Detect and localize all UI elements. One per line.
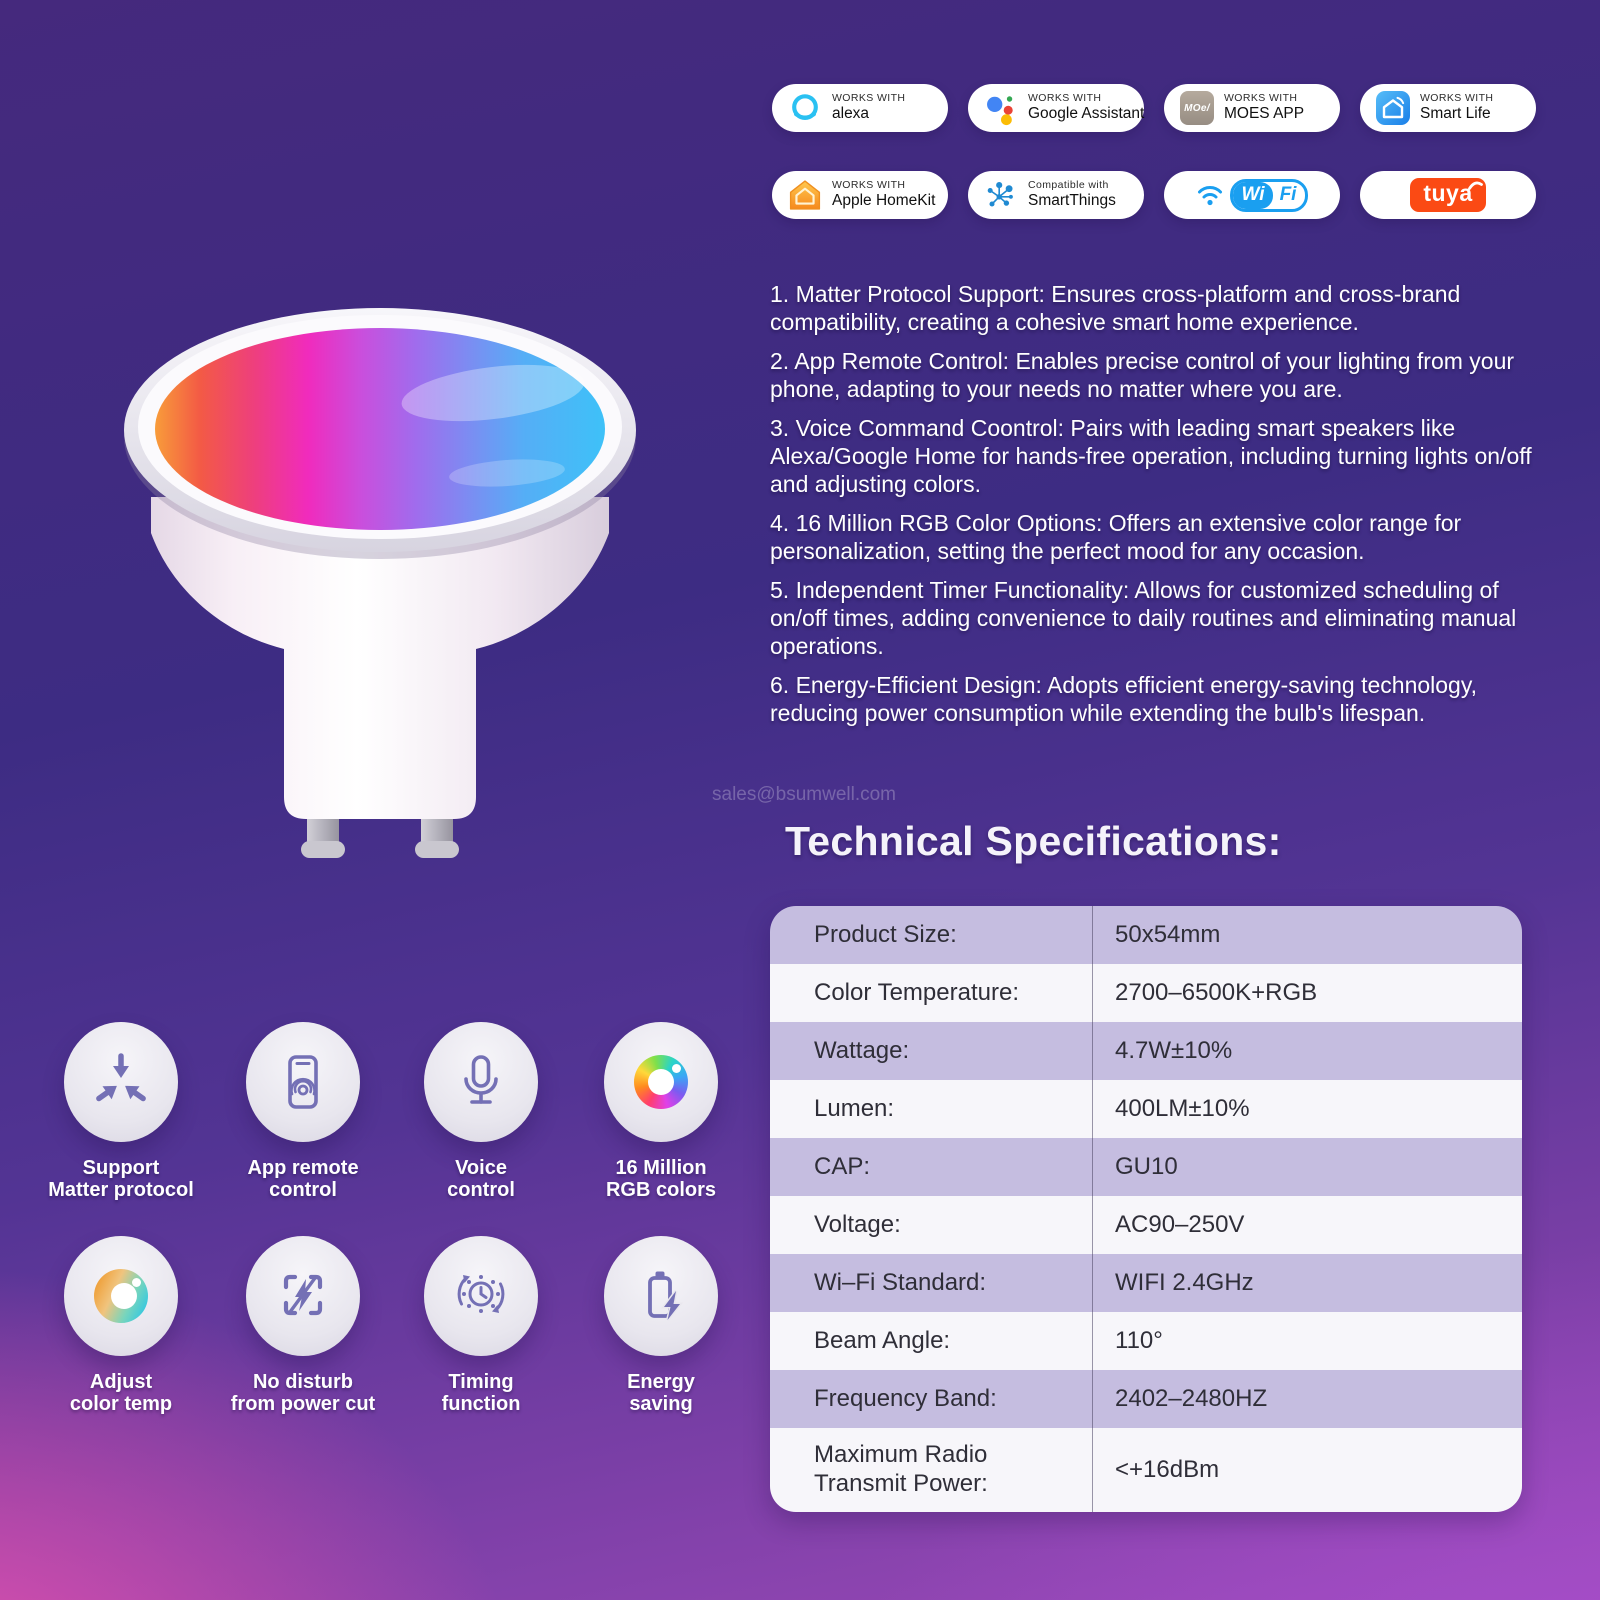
feature-timing-function: Timing function: [391, 1236, 571, 1415]
badge-wifi: Wi Fi: [1164, 171, 1340, 219]
badge-works-with-alexa: WORKS WITH alexa: [772, 84, 948, 132]
apple-homekit-icon: [787, 175, 823, 215]
spec-value: 50x54mm: [1115, 921, 1221, 948]
spec-value: AC90–250V: [1115, 1211, 1245, 1238]
feature-app-remote-control: App remote control: [213, 1022, 393, 1201]
google-assistant-icon: [983, 88, 1019, 128]
moes-app-icon: MOe/: [1179, 88, 1215, 128]
spec-value: 2700–6500K+RGB: [1115, 979, 1318, 1006]
badge-caption: WORKS WITH: [1028, 92, 1102, 105]
feature-item-5: 5. Independent Timer Functionality: Allo…: [770, 577, 1517, 659]
feature-energy-saving: Energy saving: [571, 1236, 751, 1415]
spec-label: Maximum Radio Transmit Power:: [814, 1441, 988, 1497]
wifi-signal-icon: [1197, 186, 1222, 206]
table-row: Maximum Radio Transmit Power: <+16dBm: [770, 1428, 1522, 1512]
watermark-email: sales@bsumwell.com: [712, 784, 897, 805]
battery-energy-icon: [604, 1236, 718, 1356]
spec-label: Beam Angle:: [814, 1326, 951, 1354]
spec-label: Wattage:: [814, 1036, 910, 1064]
feature-adjust-color-temp: Adjust color temp: [31, 1236, 211, 1415]
feature-list: 1. Matter Protocol Support: Ensures cros…: [770, 280, 1538, 738]
spec-label: CAP:: [814, 1152, 871, 1180]
badge-brand: SmartThings: [1028, 192, 1116, 210]
badge-works-with-smart-life: WORKS WITH Smart Life: [1360, 84, 1536, 132]
feature-item-6: 6. Energy-Efficient Design: Adopts effic…: [770, 672, 1478, 726]
feature-matter-protocol: Support Matter protocol: [31, 1022, 211, 1201]
table-row: Lumen: 400LM±10%: [770, 1080, 1522, 1138]
badge-brand: MOES APP: [1224, 105, 1305, 123]
feature-label: No disturb from power cut: [230, 1371, 376, 1415]
feature-label: Voice control: [447, 1157, 515, 1201]
badge-caption: WORKS WITH: [832, 179, 906, 192]
spec-value: <+16dBm: [1115, 1456, 1220, 1483]
spec-value: 4.7W±10%: [1115, 1037, 1233, 1064]
badge-caption: WORKS WITH: [1420, 92, 1494, 105]
feature-label: Support Matter protocol: [48, 1157, 194, 1201]
feature-item-3: 3. Voice Command Coontrol: Pairs with le…: [770, 415, 1532, 497]
smart-life-icon: [1375, 88, 1411, 128]
badge-works-with-moes-app: MOe/ WORKS WITH MOES APP: [1164, 84, 1340, 132]
badge-caption: WORKS WITH: [832, 92, 906, 105]
badge-tuya: tuya: [1360, 171, 1536, 219]
wifi-wordmark: Wi Fi: [1229, 178, 1309, 212]
spec-value: WIFI 2.4GHz: [1115, 1269, 1254, 1296]
badge-works-with-google-assistant: WORKS WITH Google Assistant: [968, 84, 1144, 132]
badge-works-with-apple-homekit: WORKS WITH Apple HomeKit: [772, 171, 948, 219]
feature-voice-control: Voice control: [391, 1022, 571, 1201]
feature-label: 16 Million RGB colors: [605, 1157, 717, 1201]
feature-no-disturb-power-cut: No disturb from power cut: [213, 1236, 393, 1415]
alexa-icon: [787, 88, 823, 128]
table-row: CAP: GU10: [770, 1138, 1522, 1196]
table-row: Frequency Band: 2402–2480HZ: [770, 1370, 1522, 1428]
badge-caption: Compatible with: [1028, 179, 1109, 192]
no-power-disturb-icon: [246, 1236, 360, 1356]
spec-value: 110°: [1115, 1327, 1163, 1354]
specs-table: Product Size: 50x54mm Color Temperature:…: [770, 906, 1522, 1512]
spec-value: 400LM±10%: [1115, 1095, 1250, 1122]
table-row: Wattage: 4.7W±10%: [770, 1022, 1522, 1080]
spec-label: Voltage:: [814, 1210, 901, 1238]
spec-label: Product Size:: [814, 920, 957, 948]
tuya-wordmark: tuya: [1410, 178, 1486, 212]
table-row: Color Temperature: 2700–6500K+RGB: [770, 964, 1522, 1022]
badge-brand: Google Assistant: [1028, 105, 1145, 123]
phone-remote-icon: [246, 1022, 360, 1142]
specs-title: Technical Specifications:: [785, 818, 1282, 864]
feature-label: App remote control: [247, 1157, 359, 1201]
feature-item-4: 4. 16 Million RGB Color Options: Offers …: [770, 510, 1462, 564]
badge-caption: WORKS WITH: [1224, 92, 1298, 105]
feature-label: Timing function: [441, 1371, 521, 1415]
table-row: Voltage: AC90–250V: [770, 1196, 1522, 1254]
badge-brand: Apple HomeKit: [832, 192, 936, 210]
rgb-color-wheel-icon: [604, 1022, 718, 1142]
badge-brand: Smart Life: [1420, 105, 1491, 123]
microphone-icon: [424, 1022, 538, 1142]
spec-value: GU10: [1115, 1153, 1178, 1180]
feature-label: Energy saving: [627, 1371, 695, 1415]
spec-label: Wi–Fi Standard:: [814, 1268, 987, 1296]
badge-compatible-with-smartthings: Compatible with SmartThings: [968, 171, 1144, 219]
smartthings-icon: [983, 175, 1019, 215]
feature-item-1: 1. Matter Protocol Support: Ensures cros…: [770, 281, 1461, 335]
feature-label: Adjust color temp: [69, 1371, 173, 1415]
table-row: Beam Angle: 110°: [770, 1312, 1522, 1370]
matter-icon: [64, 1022, 178, 1142]
spec-label: Lumen:: [814, 1094, 895, 1122]
badge-brand: alexa: [832, 105, 870, 123]
product-image-gu10-bulb: [75, 285, 700, 885]
timer-clock-icon: [424, 1236, 538, 1356]
table-row: Wi–Fi Standard: WIFI 2.4GHz: [770, 1254, 1522, 1312]
feature-item-2: 2. App Remote Control: Enables precise c…: [770, 348, 1515, 402]
feature-16-million-rgb: 16 Million RGB colors: [571, 1022, 751, 1201]
spec-label: Frequency Band:: [814, 1384, 997, 1412]
spec-label: Color Temperature:: [814, 978, 1019, 1006]
table-row: Product Size: 50x54mm: [770, 906, 1522, 964]
spec-value: 2402–2480HZ: [1115, 1385, 1268, 1412]
color-temp-wheel-icon: [64, 1236, 178, 1356]
